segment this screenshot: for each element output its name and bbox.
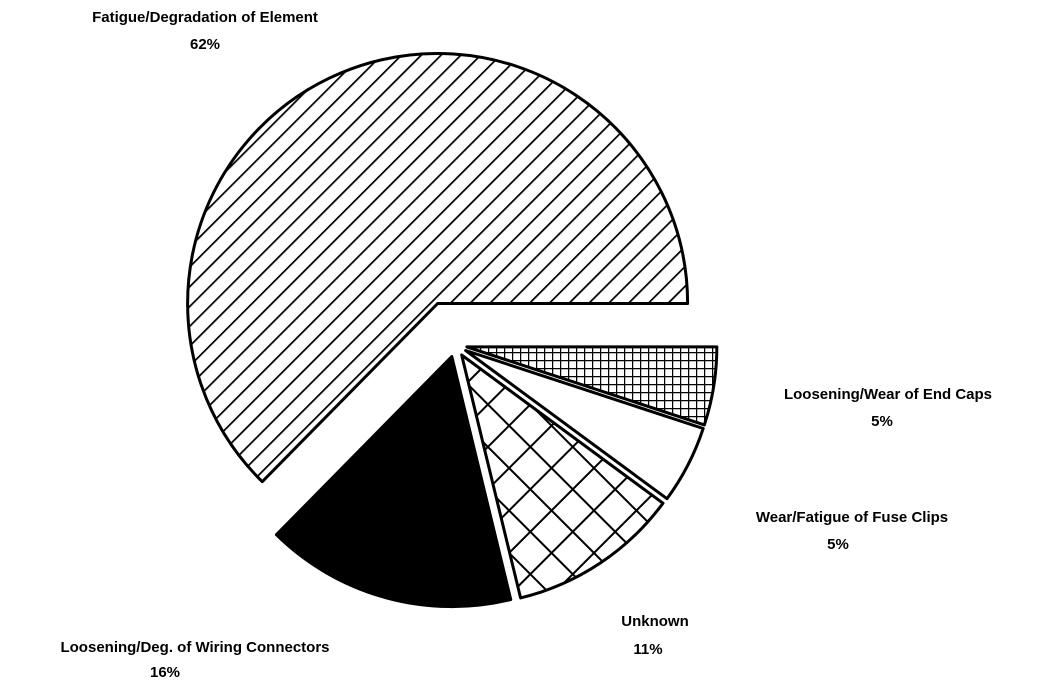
slice-value-label: 5% — [871, 413, 893, 430]
slice-label: Loosening/Wear of End Caps — [784, 386, 992, 403]
pie-slice — [274, 355, 513, 609]
slice-value-label: 62% — [190, 36, 220, 53]
pie-slice — [460, 353, 665, 600]
slice-value-label: 5% — [827, 536, 849, 553]
slice-label: Fatigue/Degradation of Element — [92, 9, 318, 26]
pie-slice — [186, 51, 690, 484]
pie-slice — [464, 348, 705, 501]
slice-label: Unknown — [621, 613, 689, 630]
slice-value-label: 16% — [150, 664, 180, 681]
pie-slice — [465, 345, 719, 427]
slice-label: Wear/Fatigue of Fuse Clips — [756, 509, 948, 526]
slice-label: Loosening/Deg. of Wiring Connectors — [60, 639, 329, 656]
slice-value-label: 11% — [633, 641, 662, 658]
